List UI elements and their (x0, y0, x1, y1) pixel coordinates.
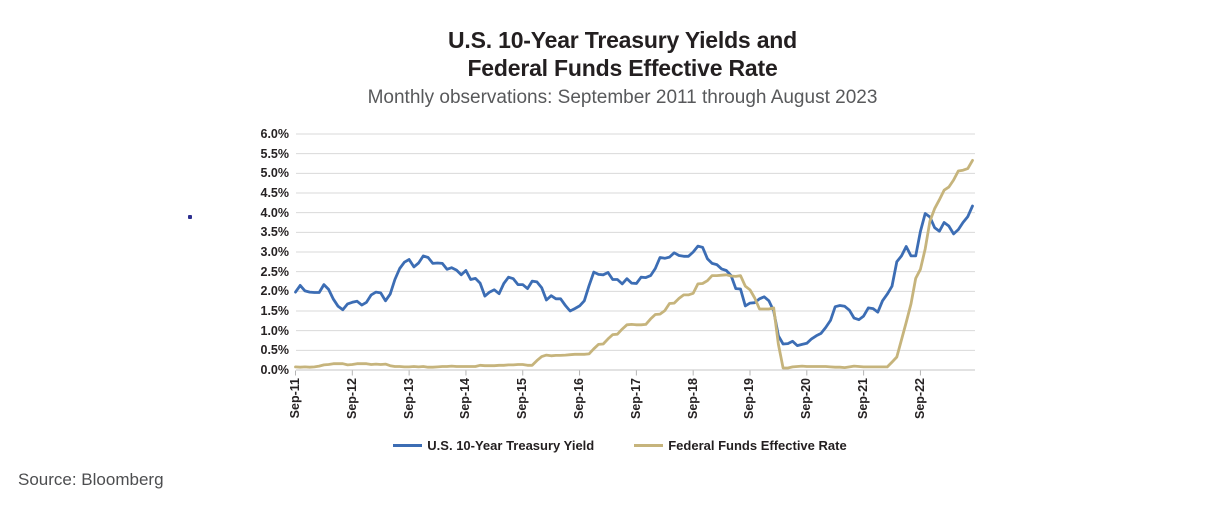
x-tick-label: Sep-16 (572, 378, 587, 419)
treasury-yield-line (294, 204, 974, 348)
source-note: Source: Bloomberg (18, 470, 164, 489)
y-tick-label: 4.0% (260, 205, 290, 220)
fed-funds-line (294, 158, 974, 370)
chart-title-line2: Federal Funds Effective Rate (467, 55, 778, 81)
y-tick-label: 3.0% (260, 245, 290, 259)
y-tick-label: 0.0% (260, 363, 290, 377)
x-tick-label: Sep-18 (685, 378, 700, 419)
x-tick-label: Sep-15 (515, 378, 530, 419)
x-tick-label: Sep-19 (742, 378, 757, 419)
y-tick-label: 4.5% (260, 186, 290, 200)
x-tick-label: Sep-12 (344, 378, 359, 419)
x-tick-label: Sep-17 (628, 378, 643, 419)
y-tick-label: 6.0% (260, 127, 290, 141)
legend-label-fedfunds: Federal Funds Effective Rate (668, 437, 847, 453)
y-tick-label: 1.0% (260, 323, 290, 338)
y-tick-label: 1.5% (260, 304, 290, 318)
x-tick-label: Sep-21 (856, 378, 871, 419)
x-tick-label: Sep-20 (799, 378, 814, 419)
treasury-line-swatch (393, 443, 423, 447)
x-tick-label: Sep-22 (912, 378, 927, 419)
fedfunds-line-swatch (634, 443, 664, 447)
y-tick-label: 3.5% (260, 225, 290, 240)
y-tick-label: 2.0% (260, 284, 290, 299)
y-tick-label: 5.0% (260, 166, 290, 181)
legend: U.S. 10-Year Treasury Yield Federal Fund… (250, 435, 990, 455)
x-tick-label: Sep-13 (401, 378, 416, 419)
y-tick-label: 5.5% (260, 146, 290, 161)
chart-header: U.S. 10-Year Treasury Yields and Federal… (14, 26, 1217, 110)
chart-title-line1: U.S. 10-Year Treasury Yields and (447, 27, 797, 53)
y-tick-label: 2.5% (260, 264, 290, 279)
chart-subtitle: Monthly observations: September 2011 thr… (367, 87, 878, 108)
x-tick-label: Sep-11 (288, 378, 302, 419)
legend-item-fedfunds: Federal Funds Effective Rate (634, 437, 847, 453)
stray-dot (188, 215, 192, 219)
legend-item-treasury: U.S. 10-Year Treasury Yield (393, 438, 594, 453)
y-tick-label: 0.5% (260, 343, 290, 358)
legend-label-treasury: U.S. 10-Year Treasury Yield (427, 437, 595, 453)
x-tick-label: Sep-14 (458, 378, 473, 419)
